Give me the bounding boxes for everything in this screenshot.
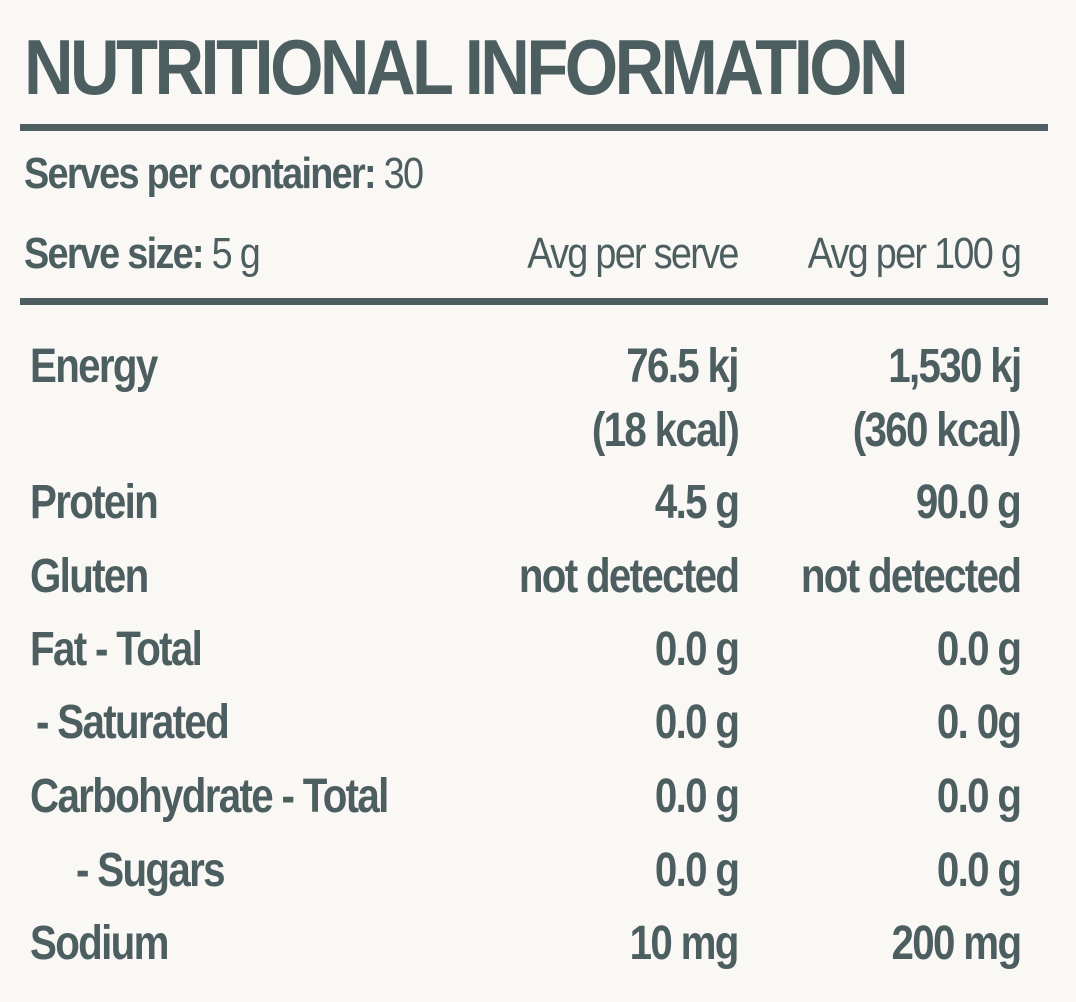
per-serve-value: 10 mg: [629, 917, 740, 970]
row-name: Gluten: [30, 550, 149, 603]
per-100g-value: 1,530 kj: [887, 340, 1022, 393]
row-name: Carbohydrate - Total: [30, 770, 389, 823]
per-serve-subvalue: (18 kcal): [591, 404, 740, 457]
row-name: Sodium: [30, 917, 169, 970]
serves-label: Serves per container:: [24, 149, 377, 198]
serves-per-container: Serves per container: 30: [24, 146, 424, 202]
per-serve-value: 0.0 g: [654, 844, 740, 897]
serve-size-label: Serve size:: [24, 229, 205, 278]
per-100g-value: 90.0 g: [915, 476, 1022, 529]
column-header-per-100g: Avg per 100 g: [807, 229, 1021, 278]
title-divider: [20, 124, 1048, 131]
per-100g-value: 0.0 g: [936, 623, 1022, 676]
per-100g-value: not detected: [800, 550, 1021, 603]
serve-size: Serve size: 5 g: [24, 226, 261, 282]
per-100g-value: 0.0 g: [936, 844, 1022, 897]
row-name: Energy: [30, 340, 158, 393]
per-serve-value: 0.0 g: [654, 623, 740, 676]
per-100g-value: 200 mg: [891, 917, 1022, 970]
per-serve-value: 0.0 g: [654, 770, 740, 823]
row-name: Fat - Total: [30, 623, 203, 676]
column-header-per-serve: Avg per serve: [527, 229, 740, 278]
header-divider: [20, 298, 1048, 305]
panel-title: NUTRITIONAL INFORMATION: [24, 23, 909, 111]
serve-size-value: 5 g: [202, 229, 261, 278]
row-name: Protein: [30, 476, 159, 529]
serves-value: 30: [374, 149, 424, 198]
per-100g-value: 0. 0g: [936, 696, 1022, 749]
row-name: - Sugars: [76, 844, 226, 897]
per-serve-value: not detected: [518, 550, 739, 603]
per-serve-value: 76.5 kj: [626, 340, 739, 393]
row-name: - Saturated: [36, 696, 230, 749]
per-serve-value: 4.5 g: [654, 476, 740, 529]
per-100g-subvalue: (360 kcal): [852, 404, 1022, 457]
per-100g-value: 0.0 g: [936, 770, 1022, 823]
per-serve-value: 0.0 g: [654, 696, 740, 749]
